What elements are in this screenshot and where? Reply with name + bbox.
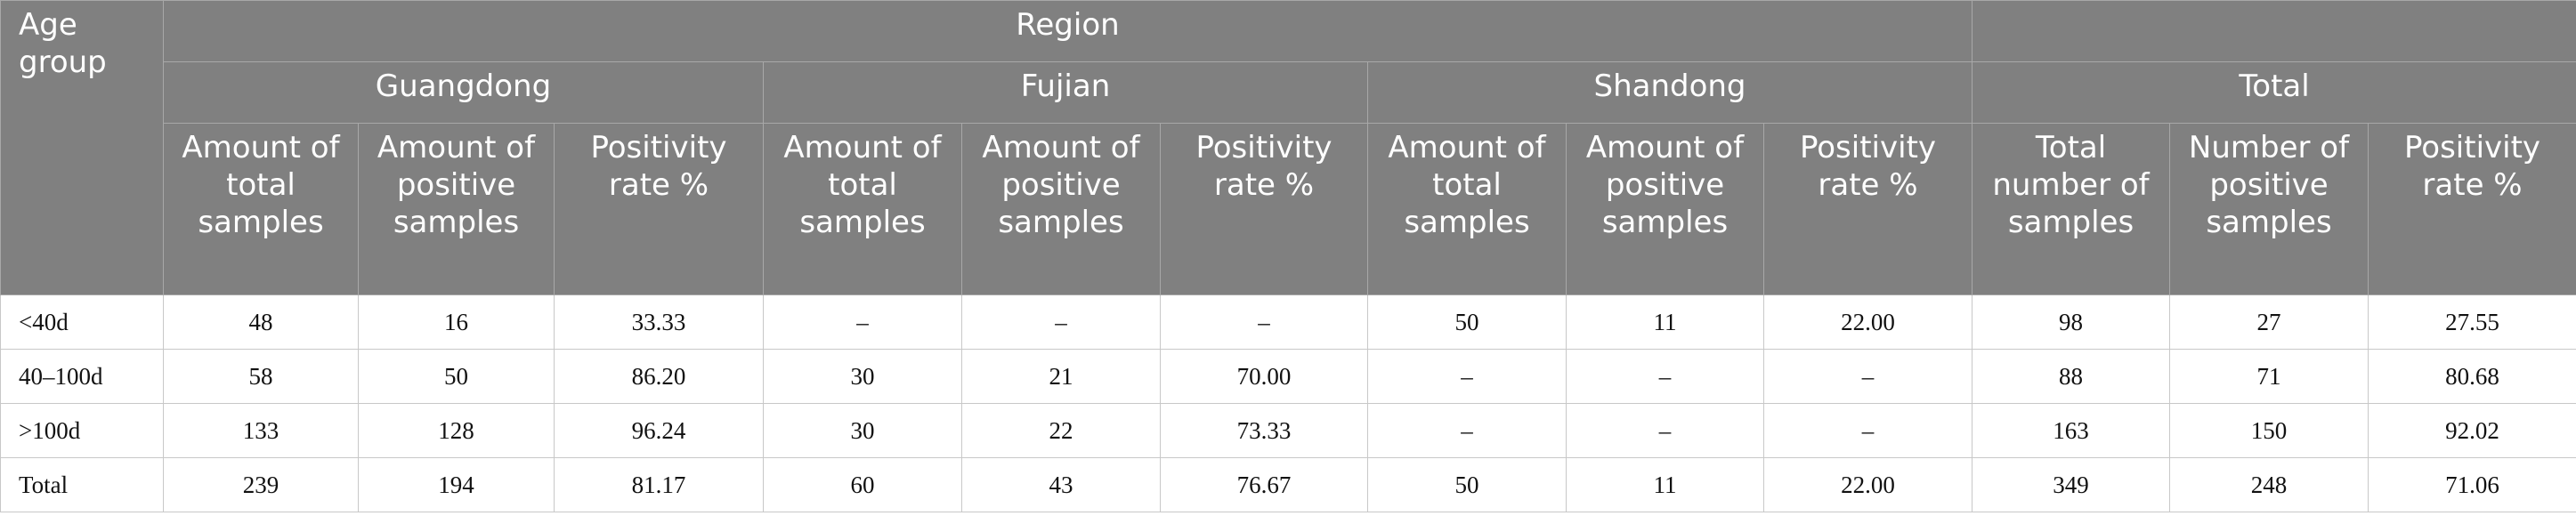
- table-cell: –: [1367, 349, 1567, 404]
- header-row: Age group Region: [0, 0, 2576, 295]
- table-cell: 128: [358, 403, 555, 458]
- header-cell: Region: [162, 0, 1973, 62]
- table-cell: 98: [1972, 294, 2171, 350]
- table-cell: 11: [1566, 457, 1764, 512]
- column-header: Amount of positive samples: [1566, 123, 1764, 295]
- row-label: Total: [0, 457, 164, 512]
- table-cell: 86.20: [554, 349, 764, 404]
- table-cell: 76.67: [1160, 457, 1368, 512]
- table-cell: –: [961, 294, 1161, 350]
- table-cell: 27: [2169, 294, 2369, 350]
- table-cell: 33.33: [554, 294, 764, 350]
- table-cell: 27.55: [2368, 294, 2576, 350]
- table-cell: 150: [2169, 403, 2369, 458]
- table-row: <40d 48 16 33.33– – –50 11 22.00 98 27 27.55: [0, 294, 2576, 350]
- table-cell: 22.00: [1762, 457, 1973, 512]
- table-cell: 30: [763, 403, 962, 458]
- table-cell: 239: [163, 457, 359, 512]
- table-cell: –: [1762, 403, 1973, 458]
- header-row: Amount of total samples Amount of positiv…: [1, 123, 2576, 295]
- group-header: Shandong: [1366, 61, 1973, 124]
- table-cell: 194: [358, 457, 555, 512]
- table-cell: 43: [961, 457, 1161, 512]
- table-cell: 81.17: [554, 457, 764, 512]
- group-header: Total: [1972, 61, 2576, 124]
- table-cell: 73.33: [1160, 403, 1368, 458]
- table-cell: 50: [358, 349, 555, 404]
- table-cell: 58: [163, 349, 359, 404]
- row-label: >100d: [0, 403, 164, 458]
- data-table: Age group Region Guangdong Fujian Shandong…: [0, 0, 2576, 512]
- column-header: Positivity rate %: [2368, 123, 2576, 295]
- table-cell: 50: [1367, 457, 1567, 512]
- table-cell: 50: [1367, 294, 1567, 350]
- table-cell: –: [1566, 349, 1764, 404]
- column-header: Amount of positive samples: [358, 123, 555, 295]
- table-cell: 22.00: [1762, 294, 1973, 350]
- table-row: >100d 133 128 96.24 30 22 73.33– – –163 150 92.02: [0, 403, 2576, 458]
- table-cell: 22: [961, 403, 1161, 458]
- header-row: Guangdong Fujian Shandong Total: [1, 61, 2576, 124]
- table-cell: –: [1762, 349, 1973, 404]
- table-cell: 349: [1972, 457, 2171, 512]
- table-cell: –: [1566, 403, 1764, 458]
- group-header: Fujian: [763, 61, 1368, 124]
- table-row: 40–100d 58 50 86.20 30 21 70.00– – –88 71 80.68: [0, 349, 2576, 404]
- table-cell: 11: [1566, 294, 1764, 350]
- table-cell: 48: [163, 294, 359, 350]
- table-cell: 71: [2169, 349, 2369, 404]
- table-cell: –: [1160, 294, 1368, 350]
- column-header: Total number of samples: [1972, 123, 2171, 295]
- column-header: Positivity rate %: [554, 123, 764, 295]
- table-cell: 30: [763, 349, 962, 404]
- header-cell: Age group: [0, 0, 164, 295]
- table-cell: 248: [2169, 457, 2369, 512]
- table-cell: 96.24: [554, 403, 764, 458]
- column-header: Positivity rate %: [1762, 123, 1973, 295]
- column-header: Amount of positive samples: [961, 123, 1161, 295]
- group-header: Guangdong: [163, 61, 764, 124]
- header-cell: [1972, 0, 2576, 62]
- row-label: <40d: [0, 294, 164, 350]
- table-cell: 70.00: [1160, 349, 1368, 404]
- table-cell: 21: [961, 349, 1161, 404]
- table-cell: 16: [358, 294, 555, 350]
- table-row: Total 239 194 81.17 60 43 76.67 50 11 22.00 349 248…: [0, 457, 2576, 512]
- row-label: 40–100d: [0, 349, 164, 404]
- table-cell: –: [1367, 403, 1567, 458]
- table-cell: 88: [1972, 349, 2171, 404]
- table-cell: 92.02: [2368, 403, 2576, 458]
- column-header: Positivity rate %: [1160, 123, 1368, 295]
- table-cell: 163: [1972, 403, 2171, 458]
- table-cell: 71.06: [2368, 457, 2576, 512]
- table-header: Age group Region Guangdong Fujian Shandong…: [0, 0, 2576, 295]
- column-header: Amount of total samples: [163, 123, 359, 295]
- table-cell: 60: [763, 457, 962, 512]
- column-header: Amount of total samples: [763, 123, 962, 295]
- table-cell: 133: [163, 403, 359, 458]
- table-cell: –: [763, 294, 962, 350]
- column-header: Number of positive samples: [2169, 123, 2369, 295]
- table-body: <40d 48 16 33.33– – –50 11 22.00 98 27 27.55 40–100…: [0, 294, 2576, 512]
- column-header: Amount of total samples: [1367, 123, 1567, 295]
- table-cell: 80.68: [2368, 349, 2576, 404]
